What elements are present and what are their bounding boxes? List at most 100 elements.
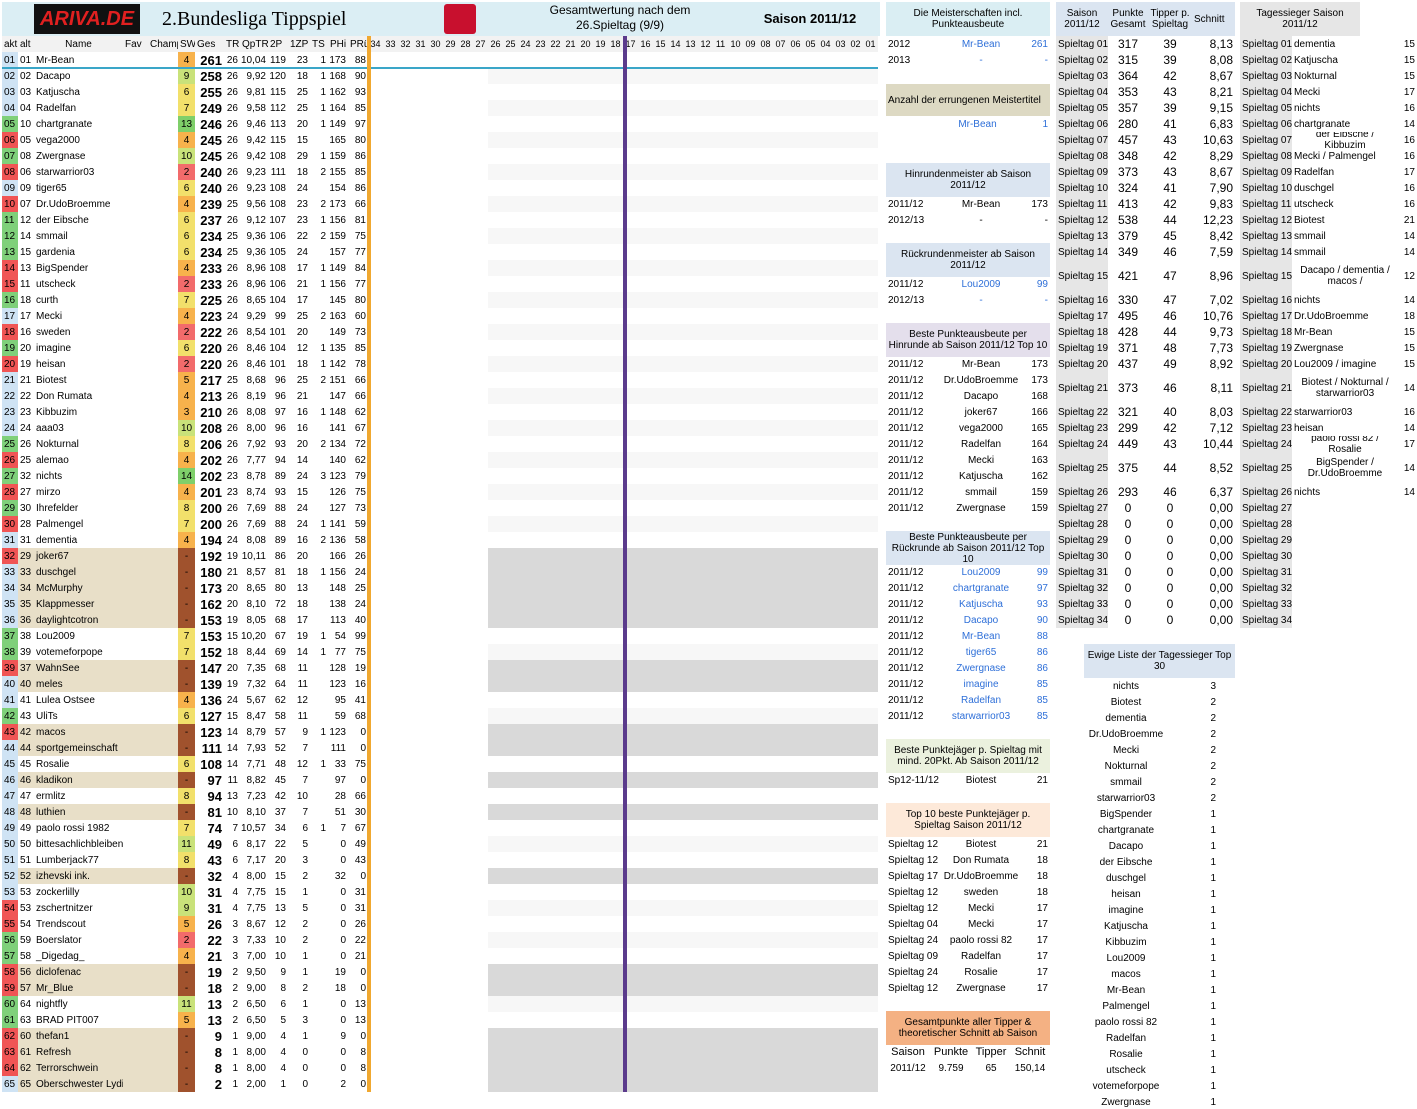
first-half-points: 0 [340,998,346,1010]
streak-wins: 4 [178,948,195,964]
eternal-name: Katjuscha [1104,920,1148,932]
tips: 26 [226,118,238,130]
two-points: 12 [274,918,286,930]
total-points: 192 [200,548,222,564]
previous-rank: 28 [18,516,34,532]
total-points: 210 [200,404,222,420]
second-half-points: 19 [354,662,366,674]
season-cell: 46 [1163,484,1177,499]
total-points: 127 [200,708,222,724]
second-half-points: 97 [354,118,366,130]
matchday-header: 22 [548,36,563,52]
panel-header: Tipper [975,1045,1007,1058]
matchday-future [368,740,488,756]
previous-rank: 15 [18,244,34,260]
winners-names: starwarrior03 [1294,406,1353,418]
rank: 46 [2,772,18,788]
previous-rank: 05 [18,132,34,148]
two-points: 108 [269,150,286,162]
panel-header: Saison [891,1045,925,1058]
eternal-count: 1 [1210,1096,1216,1108]
total-points: 220 [200,340,222,356]
panel-value: 17 [1036,966,1048,978]
season-cell: 421 [1117,268,1139,283]
points-per-tip: 8,00 [246,1062,266,1074]
player-name: McMurphy [34,580,123,596]
one-point: 0 [302,1046,308,1058]
tips: 26 [226,406,238,418]
title-wins [310,692,328,708]
previous-rank: 13 [18,260,34,276]
winners-label: Spieltag 34 [1240,612,1292,628]
points-per-tip: 7,93 [246,742,266,754]
favorite-icons [123,1076,178,1092]
season-cell: 43 [1163,84,1177,99]
title-wins [310,1076,328,1092]
rank: 19 [2,340,18,356]
rank: 09 [2,180,18,196]
previous-rank: 61 [18,1044,34,1060]
favorite-icons [123,148,178,164]
winners-points: 14 [1403,382,1415,394]
first-half-points: 134 [329,438,346,450]
one-point: 10 [296,790,308,802]
winners-label: Spieltag 21 [1240,372,1292,404]
title-wins [310,788,328,804]
title-wins: 1 [320,262,326,274]
tips: 26 [226,150,238,162]
one-point: 12 [296,758,308,770]
winners-names: heisan [1294,422,1324,434]
panel-title: Beste Punkteausbeute per Hinrunde ab Sai… [886,323,1050,357]
tips: 3 [232,950,238,962]
favorite-icons [123,1060,178,1076]
tips: 25 [226,230,238,242]
panel-label: Spieltag 04 [888,918,939,930]
title-wins [310,708,328,724]
matchday-played [488,164,878,180]
rank: 36 [2,612,18,628]
season-cell: Spieltag 23 [1056,420,1108,436]
season-cell: 10,44 [1202,436,1233,451]
first-half-points: 123 [329,726,346,738]
total-points: 261 [200,52,222,68]
panel-label: 2012 [888,38,911,50]
player-name: Mr-Bean [34,52,123,68]
player-name: izhevski ink. [34,868,123,884]
title-wins [310,964,328,980]
points-per-tip: 9,36 [246,230,266,242]
matchday-future [368,692,488,708]
favorite-icons [123,852,178,868]
matchday-header: 11 [713,36,728,52]
winners-label: Spieltag 02 [1240,52,1292,68]
winners-label: Spieltag 32 [1240,580,1292,596]
rank: 02 [2,68,18,84]
season-cell: 7,12 [1209,420,1233,435]
matchday-future [368,900,488,916]
season-cell: 9,15 [1209,100,1233,115]
season-cell: 42 [1163,148,1177,163]
season-cell: 7,02 [1209,292,1233,307]
season-cell: Spieltag 09 [1056,164,1108,180]
total-points: 208 [200,420,222,436]
tips: 26 [226,134,238,146]
title-wins: 1 [320,406,326,418]
eternal-count: 2 [1210,728,1216,740]
points-per-tip: 10,57 [240,822,266,834]
points-per-tip: 7,33 [246,934,266,946]
panel-value: 21 [1036,838,1048,850]
winners-label: Spieltag 31 [1240,564,1292,580]
two-points: 120 [269,70,286,82]
title-wins: 1 [320,646,326,658]
season-header: Tipper p. Spieltag [1148,2,1192,36]
winners-points: 15 [1403,342,1415,354]
panel-name: Zwergnase [956,982,1006,994]
league-logo [444,4,476,34]
tips: 19 [226,678,238,690]
eternal-name: Radelfan [1105,1032,1147,1044]
tips: 26 [226,422,238,434]
player-name: Kibbuzim [34,404,123,420]
winners-names: nichts [1294,294,1321,306]
title-wins [310,804,328,820]
one-point: 22 [296,230,308,242]
rank: 22 [2,388,18,404]
